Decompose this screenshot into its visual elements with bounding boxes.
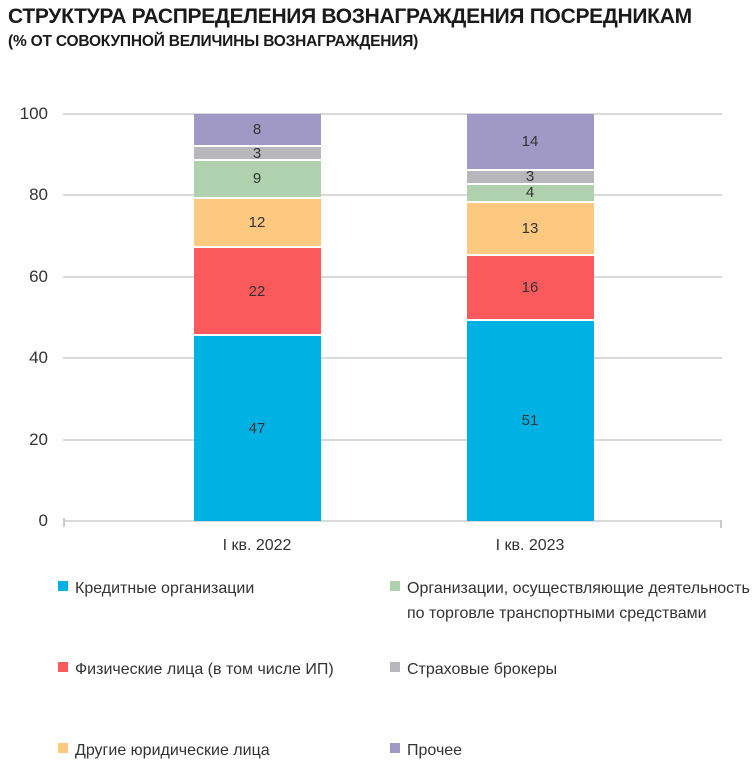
bar-segment: 13 <box>466 202 594 254</box>
legend-item-label: Страховые брокеры <box>407 661 558 678</box>
segment-value-label: 8 <box>252 121 262 139</box>
legend-color-swatch <box>390 581 400 591</box>
legend-item-label: Физические лица (в том числе ИП) <box>75 661 334 678</box>
legend-item: Прочее <box>390 738 462 763</box>
axis-end-tick <box>720 520 722 528</box>
segment-value-label: 47 <box>248 420 266 438</box>
y-axis-tick-label: 80 <box>29 185 48 205</box>
segment-value-label: 3 <box>252 144 262 162</box>
chart-title: СТРУКТУРА РАСПРЕДЕЛЕНИЯ ВОЗНАГРАЖДЕНИЯ П… <box>8 5 692 28</box>
bar-segment: 16 <box>466 255 594 319</box>
gridline <box>63 194 722 197</box>
gridline <box>63 520 722 522</box>
legend-item: Организации, осуществляющие деятельность… <box>390 576 750 626</box>
bar-segment: 8 <box>193 114 321 146</box>
segment-value-label: 3 <box>525 168 535 186</box>
x-axis-category-label: I кв. 2023 <box>495 537 565 554</box>
stacked-bar: 8 3 9 12 22 47 <box>193 114 321 522</box>
legend-item: Другие юридические лица <box>58 738 270 763</box>
bar-segment: 3 <box>193 144 321 162</box>
y-axis-tick-label: 40 <box>29 348 48 368</box>
stacked-bar: 14 3 4 13 16 51 <box>466 114 594 521</box>
segment-value-label: 9 <box>252 170 262 188</box>
segment-value-label: 4 <box>525 184 535 202</box>
legend-color-swatch <box>390 743 400 753</box>
bar-segment: 22 <box>193 247 321 335</box>
gridline <box>63 113 722 115</box>
y-axis-tick-label: 20 <box>29 429 48 449</box>
segment-value-label: 16 <box>521 278 539 296</box>
segment-value-label: 13 <box>521 219 539 237</box>
legend-item-label: Организации, осуществляющие деятельность… <box>407 580 750 622</box>
legend-item: Страховые брокеры <box>390 657 557 682</box>
bar-segment: 12 <box>193 198 321 246</box>
bar-segment: 14 <box>466 114 594 170</box>
legend-item-label: Другие юридические лица <box>75 742 270 759</box>
segment-value-label: 22 <box>248 282 266 300</box>
x-axis-category-label: I кв. 2022 <box>222 537 292 554</box>
legend-item: Кредитные организации <box>58 576 254 601</box>
y-axis-tick-label: 100 <box>19 104 48 123</box>
legend-color-swatch <box>58 662 68 672</box>
axis-end-tick <box>63 518 65 527</box>
chart-subtitle: (% ОТ СОВОКУПНОЙ ВЕЛИЧИНЫ ВОЗНАГРАЖДЕНИЯ… <box>8 33 419 50</box>
segment-value-label: 51 <box>521 412 539 430</box>
legend-item-label: Кредитные организации <box>75 580 255 597</box>
legend-color-swatch <box>58 581 68 591</box>
y-axis-tick-label: 60 <box>29 266 48 286</box>
bar-segment: 4 <box>466 184 594 202</box>
segment-value-label: 12 <box>248 213 266 231</box>
legend-color-swatch <box>58 743 68 753</box>
chart-header: СТРУКТУРА РАСПРЕДЕЛЕНИЯ ВОЗНАГРАЖДЕНИЯ П… <box>8 5 692 51</box>
gridline <box>63 438 722 441</box>
bar-segment: 51 <box>466 320 594 521</box>
gridline <box>63 275 722 278</box>
bar-segment: 9 <box>193 161 321 197</box>
segment-value-label: 14 <box>521 133 539 151</box>
legend-item: Физические лица (в том числе ИП) <box>58 657 334 682</box>
bar-segment: 47 <box>193 336 321 522</box>
y-axis-tick-label: 0 <box>38 511 48 530</box>
legend-color-swatch <box>390 662 400 672</box>
bar-segment: 3 <box>466 168 594 186</box>
gridline <box>63 357 722 360</box>
legend-item-label: Прочее <box>407 742 463 759</box>
